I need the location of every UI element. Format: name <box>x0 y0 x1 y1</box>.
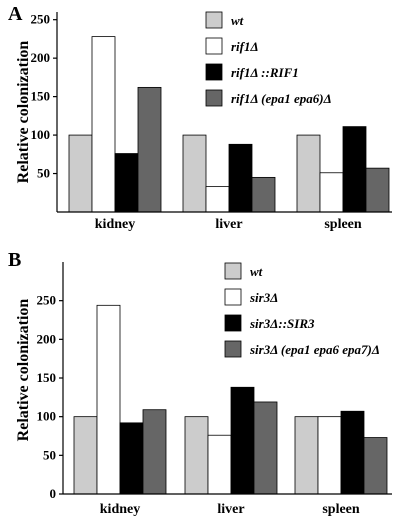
legend-entry: sir3Δ (epa1 epa6 epa7)Δ <box>249 342 380 357</box>
legend-swatch <box>205 63 223 81</box>
bar-rif1--spleen <box>319 172 344 213</box>
bar-rif1-epa1-epa6--liver <box>251 176 276 213</box>
bar-sir3-epa1-epa6-epa7--kidney <box>142 409 167 495</box>
bar-sir3-SIR3-spleen <box>340 410 365 495</box>
legend-swatch <box>224 288 242 306</box>
y-tick-label: 150 <box>37 370 57 385</box>
bar-wt-spleen <box>294 416 319 495</box>
legend-swatch <box>224 262 242 280</box>
bar-sir3-SIR3-kidney <box>119 422 144 495</box>
bar-rif1-RIF1-kidney <box>114 153 139 213</box>
y-tick-label: 100 <box>37 409 57 424</box>
legend-entry: rif1Δ (epa1 epa6)Δ <box>231 91 332 106</box>
y-tick-label: 250 <box>37 293 57 308</box>
legend-swatch <box>224 314 242 332</box>
bar-wt-kidney <box>73 416 98 495</box>
legend-entry: sir3Δ::SIR3 <box>249 316 315 331</box>
category-label-spleen: spleen <box>322 502 360 517</box>
bar-sir3-epa1-epa6-epa7--liver <box>253 401 278 495</box>
category-label-kidney: kidney <box>95 217 135 232</box>
y-tick-label: 150 <box>31 89 51 104</box>
bar-sir3--kidney <box>96 304 121 495</box>
y-tick-label: 0 <box>50 486 57 501</box>
legend-entry: rif1Δ <box>231 39 259 54</box>
category-label-spleen: spleen <box>324 217 362 232</box>
bar-rif1--liver <box>205 186 230 213</box>
legend-entry: wt <box>250 264 263 279</box>
panel-label: A <box>8 3 23 25</box>
y-tick-label: 100 <box>31 127 51 142</box>
y-tick-label: 200 <box>37 331 57 346</box>
bar-rif1--kidney <box>91 36 116 213</box>
y-axis-label: Relative colonization <box>15 41 32 184</box>
legend-swatch <box>205 89 223 107</box>
legend-swatch <box>205 11 223 29</box>
bar-rif1-RIF1-spleen <box>342 126 367 213</box>
y-tick-label: 50 <box>43 447 56 462</box>
bar-rif1-epa1-epa6--spleen <box>365 167 390 213</box>
category-label-liver: liver <box>215 217 242 232</box>
bar-wt-spleen <box>296 134 321 213</box>
legend-entry: sir3Δ <box>249 290 278 305</box>
y-tick-label: 200 <box>31 50 51 65</box>
legend-entry: wt <box>231 13 244 28</box>
y-tick-label: 250 <box>31 12 51 27</box>
panel-label: B <box>8 249 21 271</box>
bar-sir3--spleen <box>317 416 342 495</box>
bar-wt-kidney <box>68 134 93 213</box>
y-axis-label: Relative colonization <box>15 299 32 442</box>
bar-rif1-epa1-epa6--kidney <box>137 86 162 213</box>
legend-entry: rif1Δ ::RIF1 <box>231 65 299 80</box>
category-label-liver: liver <box>217 502 244 517</box>
y-tick-label: 50 <box>37 166 50 181</box>
legend-swatch <box>205 37 223 55</box>
bar-sir3-epa1-epa6-epa7--spleen <box>363 437 388 495</box>
bar-sir3--liver <box>207 434 232 495</box>
bar-sir3-SIR3-liver <box>230 386 255 495</box>
legend-swatch <box>224 340 242 358</box>
bar-wt-liver <box>184 416 209 495</box>
bar-rif1-RIF1-liver <box>228 143 253 213</box>
category-label-kidney: kidney <box>100 502 140 517</box>
bar-wt-liver <box>182 134 207 213</box>
